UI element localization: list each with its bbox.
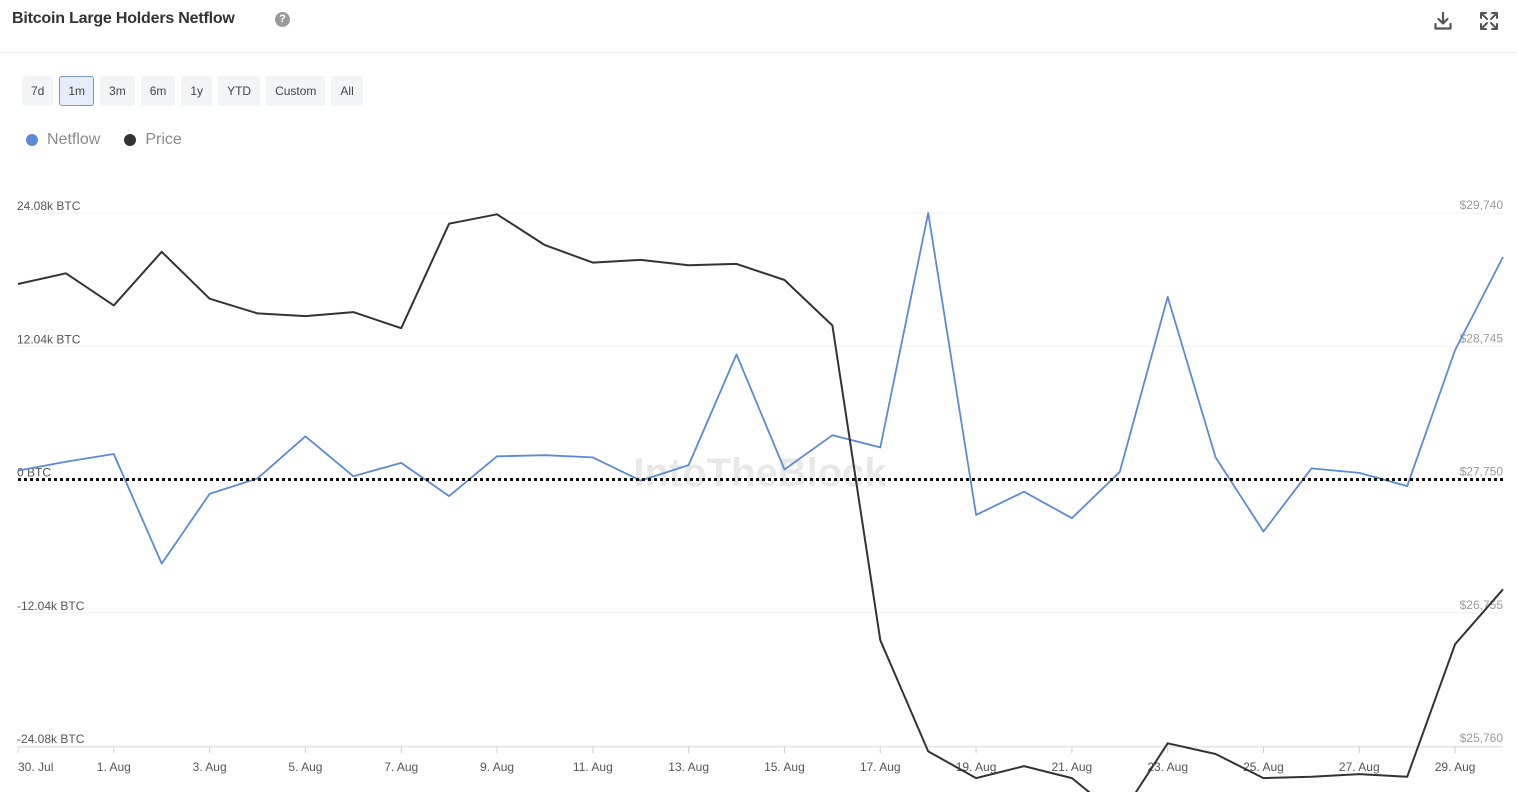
y-left-tick-label: -24.08k BTC bbox=[17, 732, 85, 746]
legend-dot-price bbox=[124, 134, 137, 146]
x-tick-label: 17. Aug bbox=[860, 760, 901, 774]
range-button-1y[interactable]: 1y bbox=[181, 76, 213, 106]
fullscreen-icon[interactable] bbox=[1478, 10, 1500, 32]
x-tick-label: 21. Aug bbox=[1052, 760, 1093, 774]
x-tick-label: 19. Aug bbox=[956, 760, 997, 774]
range-button-1m[interactable]: 1m bbox=[59, 76, 95, 106]
help-icon[interactable]: ? bbox=[275, 12, 290, 27]
y-right-tick-label: $26,755 bbox=[1460, 598, 1504, 612]
x-tick-label: 15. Aug bbox=[764, 760, 805, 774]
chart-header: Bitcoin Large Holders Netflow ? bbox=[0, 0, 1517, 53]
x-tick-label: 27. Aug bbox=[1339, 760, 1380, 774]
legend-item-netflow[interactable]: Netflow bbox=[26, 131, 100, 149]
download-icon[interactable] bbox=[1432, 10, 1454, 32]
chart-title: Bitcoin Large Holders Netflow bbox=[12, 10, 235, 27]
watermark-text: IntoTheBlock bbox=[633, 451, 887, 495]
y-left-tick-label: -12.04k BTC bbox=[17, 599, 85, 613]
series-line-price bbox=[17, 213, 1504, 792]
y-right-tick-label: $29,740 bbox=[1460, 198, 1504, 212]
range-button-6m[interactable]: 6m bbox=[140, 76, 176, 106]
range-button-all[interactable]: All bbox=[331, 76, 363, 106]
y-right-tick-label: $25,760 bbox=[1460, 731, 1504, 745]
range-button-custom[interactable]: Custom bbox=[266, 76, 326, 106]
x-tick-label: 1. Aug bbox=[97, 760, 131, 774]
legend-dot-netflow bbox=[26, 134, 38, 146]
time-range-selector: 7d 1m 3m 6m 1y YTD Custom All bbox=[22, 76, 363, 106]
x-tick-label: 23. Aug bbox=[1147, 760, 1188, 774]
series-line-netflow bbox=[17, 212, 1504, 565]
y-right-tick-label: $28,745 bbox=[1460, 331, 1504, 345]
legend-item-price[interactable]: Price bbox=[124, 131, 182, 149]
y-left-tick-label: 12.04k BTC bbox=[17, 332, 81, 346]
x-tick-label: 29. Aug bbox=[1435, 760, 1476, 774]
x-tick-label: 11. Aug bbox=[573, 760, 613, 774]
x-tick-label: 25. Aug bbox=[1243, 760, 1284, 774]
range-button-ytd[interactable]: YTD bbox=[218, 76, 261, 106]
x-tick-label: 30. Jul bbox=[18, 760, 53, 774]
legend-label-netflow: Netflow bbox=[47, 131, 101, 148]
y-right-tick-label: $27,750 bbox=[1460, 465, 1504, 479]
chart-legend: Netflow Price bbox=[26, 131, 182, 149]
x-tick-label: 3. Aug bbox=[193, 760, 227, 774]
range-button-7d[interactable]: 7d bbox=[22, 76, 54, 106]
range-button-3m[interactable]: 3m bbox=[100, 76, 135, 106]
x-tick-label: 5. Aug bbox=[288, 760, 322, 774]
x-tick-label: 9. Aug bbox=[480, 760, 514, 774]
y-left-tick-label: 24.08k BTC bbox=[17, 199, 81, 213]
x-tick-label: 7. Aug bbox=[384, 760, 418, 774]
legend-label-price: Price bbox=[145, 131, 182, 148]
x-tick-label: 13. Aug bbox=[668, 760, 709, 774]
